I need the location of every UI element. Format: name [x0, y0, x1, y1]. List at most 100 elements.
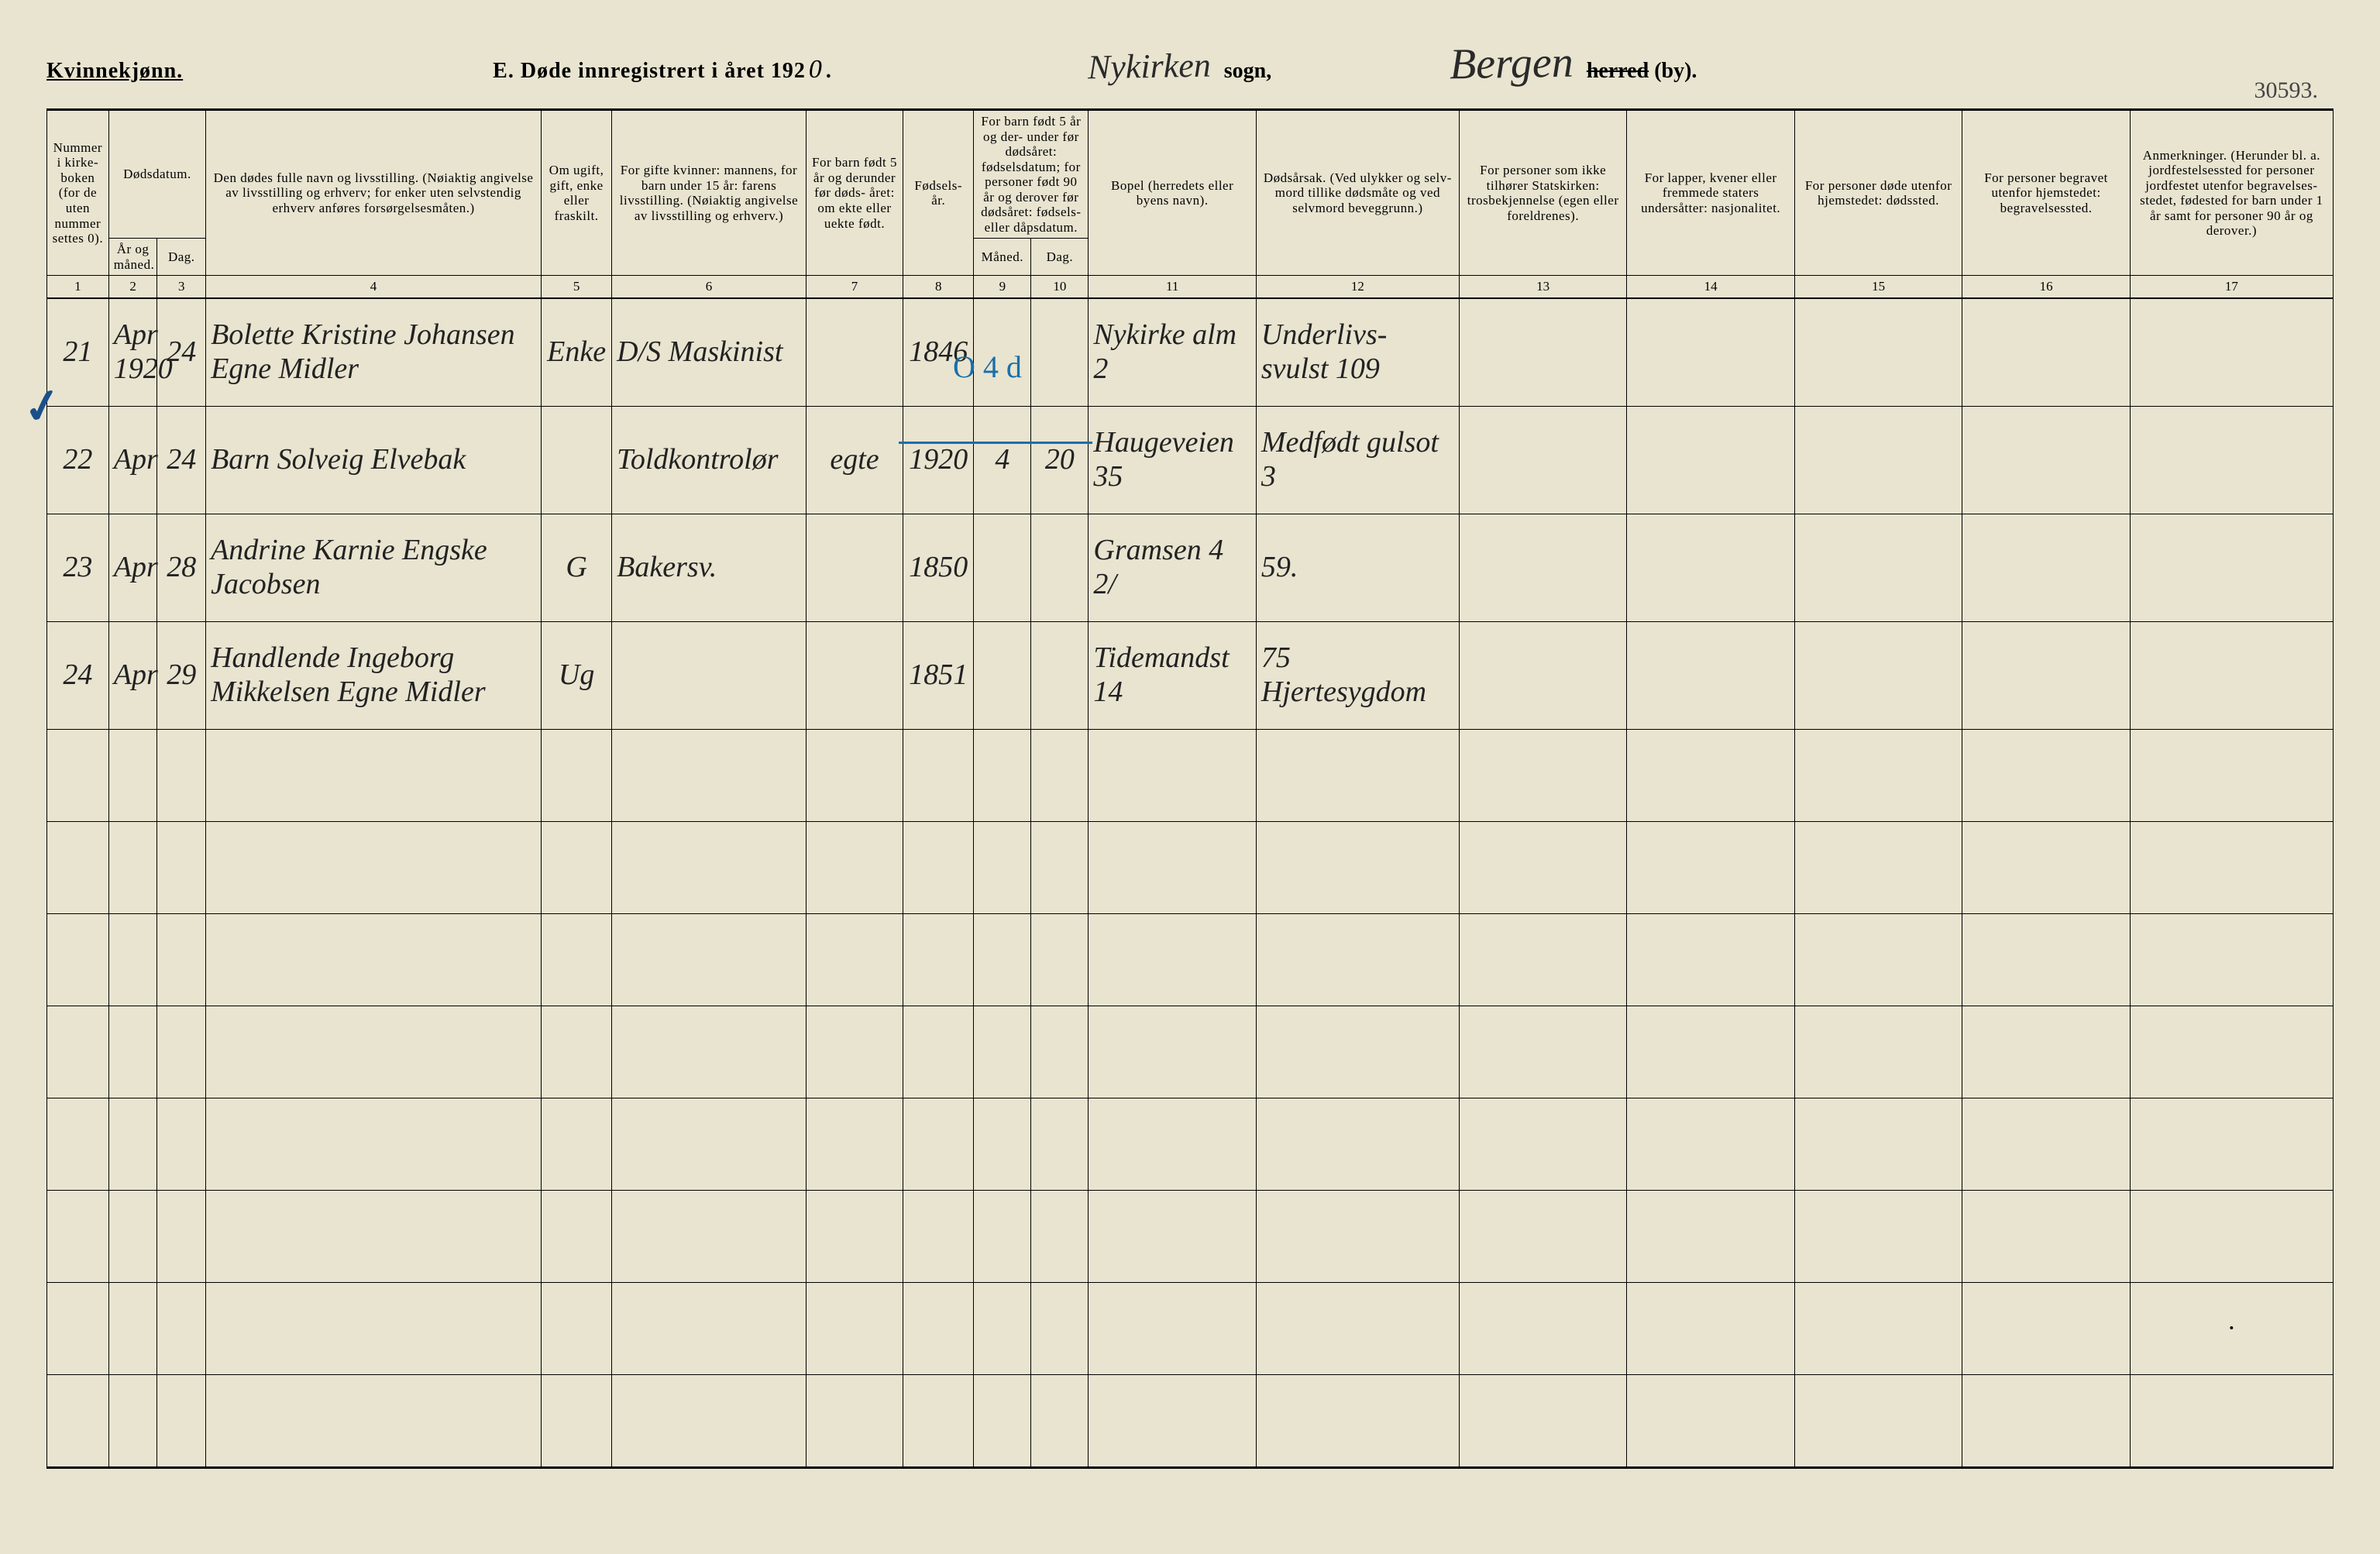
parish-group: Nykirken sogn,: [1080, 46, 1271, 86]
cell-b-mo: [974, 622, 1031, 730]
cell-13: [1459, 622, 1626, 730]
colnum: 9: [974, 276, 1031, 298]
col-header-6: For gifte kvinner: mannens, for barn und…: [612, 110, 807, 276]
year-handwritten: 0: [806, 55, 826, 84]
col-header-2b: Dag.: [157, 239, 206, 276]
cell-15: [1794, 298, 1962, 407]
cell-bopel: Tidemandst 14: [1089, 622, 1256, 730]
title-prefix: E. Døde innregistrert i året 192: [493, 59, 806, 83]
cell-yr-mo: Apr: [108, 407, 157, 514]
colnum: 8: [903, 276, 974, 298]
col-header-7: For barn født 5 år og derunder før døds-…: [806, 110, 903, 276]
title-suffix: .: [826, 59, 832, 83]
cell-birth-year: 1850: [903, 514, 974, 622]
colnum: 7: [806, 276, 903, 298]
cell-num: 24: [47, 622, 109, 730]
cell-ekte: [806, 622, 903, 730]
district-group: Bergen herred (by).: [1442, 39, 1697, 88]
cell-15: [1794, 407, 1962, 514]
cell-status: [542, 407, 612, 514]
cell-b-day: [1031, 298, 1089, 407]
parish-label: sogn,: [1224, 59, 1271, 83]
colnum: 16: [1962, 276, 2130, 298]
cell-day: 29: [157, 622, 206, 730]
empty-row: •: [47, 1283, 2334, 1375]
empty-row: [47, 1191, 2334, 1283]
col-header-9b: Dag.: [1031, 239, 1089, 276]
col-header-16: For personer begravet utenfor hjemstedet…: [1962, 110, 2130, 276]
dot-mark: •: [2130, 1283, 2333, 1375]
cell-13: [1459, 407, 1626, 514]
cell-occupation: Bakersv.: [612, 514, 807, 622]
cell-b-day: [1031, 622, 1089, 730]
cell-b-day: 20: [1031, 407, 1089, 514]
table-row: 21 Apr 1920 24 Bolette Kristine Johansen…: [47, 298, 2334, 407]
cell-13: [1459, 298, 1626, 407]
column-number-row: 1 2 3 4 5 6 7 8 9 10 11 12 13 14 15 16 1…: [47, 276, 2334, 298]
cell-16: [1962, 298, 2130, 407]
cell-17: [2130, 514, 2333, 622]
page-number: 30593.: [2254, 77, 2319, 104]
empty-row: [47, 822, 2334, 914]
cell-day: 28: [157, 514, 206, 622]
empty-row: [47, 914, 2334, 1006]
cell-status: G: [542, 514, 612, 622]
cell-yr-mo: Apr: [108, 622, 157, 730]
colnum: 6: [612, 276, 807, 298]
cell-b-mo: [974, 514, 1031, 622]
cell-15: [1794, 514, 1962, 622]
cell-birth-year: 1920: [903, 407, 974, 514]
cell-ekte: [806, 514, 903, 622]
col-header-12: Dødsårsak. (Ved ulykker og selv- mord ti…: [1256, 110, 1459, 276]
colnum: 14: [1627, 276, 1794, 298]
form-title: E. Døde innregistrert i året 1920.: [493, 55, 832, 84]
blue-underline: [899, 442, 1092, 444]
col-header-8: Fødsels- år.: [903, 110, 974, 276]
data-rows: 21 Apr 1920 24 Bolette Kristine Johansen…: [47, 298, 2334, 730]
col-header-15: For personer døde utenfor hjemstedet: dø…: [1794, 110, 1962, 276]
table-header: Nummer i kirke- boken (for de uten numme…: [47, 110, 2334, 299]
cell-13: [1459, 514, 1626, 622]
colnum: 2: [108, 276, 157, 298]
cell-15: [1794, 622, 1962, 730]
cell-day: 24: [157, 407, 206, 514]
cell-cause: 75 Hjertesygdom: [1256, 622, 1459, 730]
cell-occupation: [612, 622, 807, 730]
table-row: 23 Apr 28 Andrine Karnie Engske Jacobsen…: [47, 514, 2334, 622]
colnum: 5: [542, 276, 612, 298]
colnum: 12: [1256, 276, 1459, 298]
cell-16: [1962, 407, 2130, 514]
col-header-9-top: For barn født 5 år og der- under før død…: [974, 110, 1089, 239]
cell-cause: 59.: [1256, 514, 1459, 622]
col-header-2-top: Dødsdatum.: [108, 110, 205, 239]
cell-bopel: Gramsen 4 2/: [1089, 514, 1256, 622]
ledger-table: Nummer i kirke- boken (for de uten numme…: [46, 108, 2334, 1469]
cell-bopel: Nykirke alm 2: [1089, 298, 1256, 407]
col-header-1: Nummer i kirke- boken (for de uten numme…: [47, 110, 109, 276]
cell-b-day: [1031, 514, 1089, 622]
cell-16: [1962, 514, 2130, 622]
empty-row: [47, 1375, 2334, 1468]
empty-row: [47, 1006, 2334, 1098]
empty-row: [47, 1098, 2334, 1191]
empty-rows: •: [47, 730, 2334, 1468]
district-name: Bergen: [1442, 37, 1582, 89]
cell-17: [2130, 622, 2333, 730]
col-header-5: Om ugift, gift, enke eller fraskilt.: [542, 110, 612, 276]
cell-17: [2130, 407, 2333, 514]
table-row: 22 Apr 24 Barn Solveig Elvebak Toldkontr…: [47, 407, 2334, 514]
cell-ekte: [806, 298, 903, 407]
colnum: 4: [206, 276, 542, 298]
colnum: 10: [1031, 276, 1089, 298]
colnum: 17: [2130, 276, 2333, 298]
colnum: 13: [1459, 276, 1626, 298]
ledger-page: Kvinnekjønn. E. Døde innregistrert i åre…: [0, 0, 2380, 1554]
cell-name: Barn Solveig Elvebak: [206, 407, 542, 514]
cell-14: [1627, 407, 1794, 514]
cell-14: [1627, 298, 1794, 407]
cell-name: Andrine Karnie Engske Jacobsen: [206, 514, 542, 622]
blue-annotation: O 4 d: [953, 349, 1022, 385]
by-label: (by).: [1654, 59, 1697, 83]
colnum: 11: [1089, 276, 1256, 298]
cell-cause: Underlivs-svulst 109: [1256, 298, 1459, 407]
